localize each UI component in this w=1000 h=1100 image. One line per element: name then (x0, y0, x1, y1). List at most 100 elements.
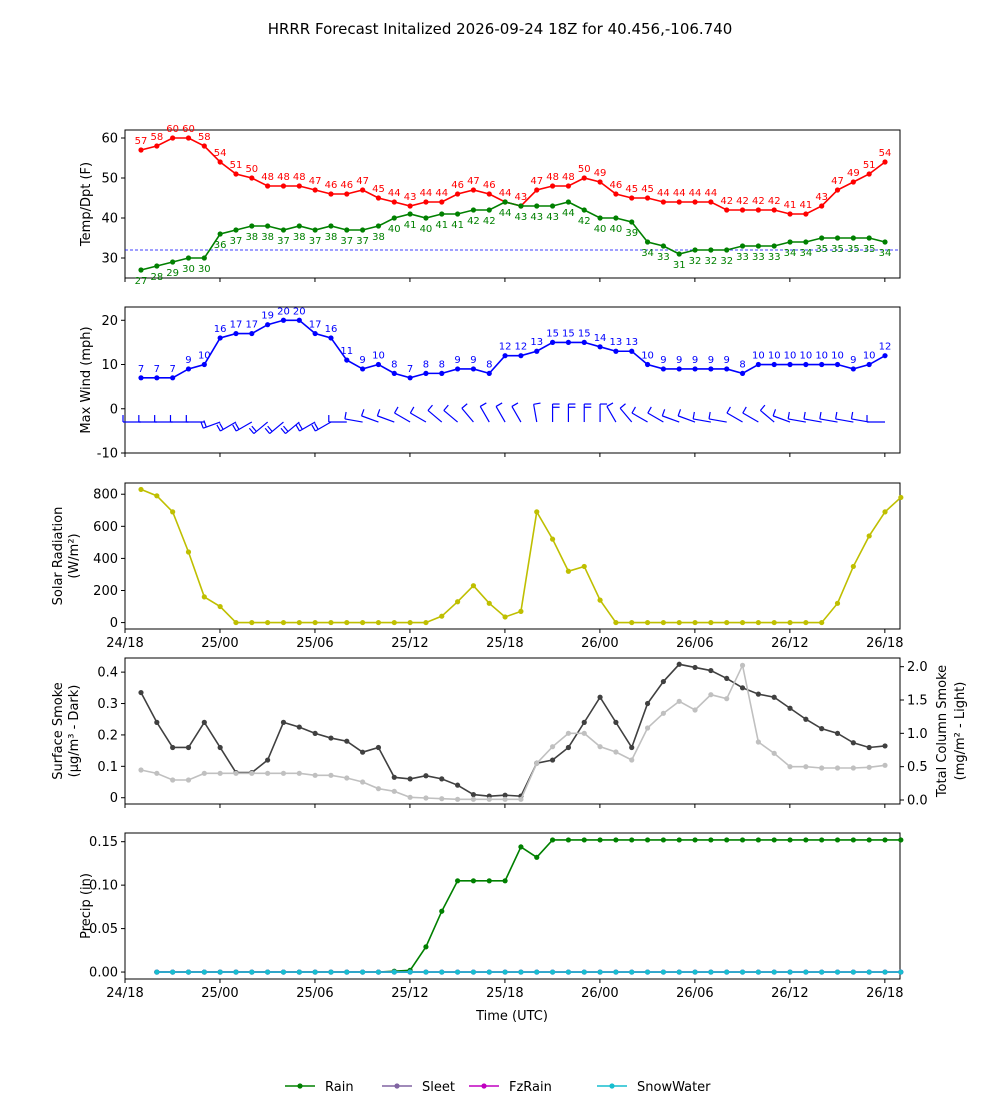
data-point (898, 969, 904, 975)
data-label: 10 (198, 351, 211, 362)
wind-barb (835, 411, 854, 423)
data-point (834, 969, 841, 975)
data-point (644, 969, 651, 975)
data-label: 49 (594, 168, 607, 179)
barb-feather (661, 409, 666, 417)
data-point (565, 199, 572, 205)
data-point (834, 600, 841, 606)
data-point (708, 199, 714, 205)
data-point (850, 740, 856, 746)
barb-shaft (619, 407, 633, 423)
series-snowwater (154, 969, 904, 975)
data-point (375, 361, 382, 368)
series-line (140, 663, 886, 797)
data-point (233, 770, 239, 776)
data-point (312, 772, 318, 778)
wind-barb (360, 409, 379, 423)
barb-shaft (819, 418, 838, 423)
data-point (280, 183, 287, 189)
data-label: 43 (515, 192, 528, 203)
data-point (502, 878, 508, 884)
barb-feather (216, 424, 221, 432)
wind-barb (647, 406, 664, 423)
wind-barb (583, 403, 592, 423)
data-point (312, 969, 318, 975)
data-label: 40 (610, 224, 623, 235)
data-label: 47 (356, 176, 369, 187)
data-label: 46 (325, 180, 338, 191)
data-point (581, 969, 587, 975)
data-label: 49 (847, 168, 860, 179)
y-tick-label: 200 (93, 584, 118, 599)
barb-shaft (708, 418, 727, 423)
data-point (581, 175, 587, 181)
data-label: 8 (391, 359, 397, 370)
data-label: 32 (720, 256, 733, 267)
data-point (866, 764, 872, 770)
y-tick-label: 0.15 (89, 835, 118, 850)
y-right-axis-label: Total Column Smoke (935, 665, 950, 798)
data-point (882, 969, 888, 975)
barb-feather (759, 404, 766, 411)
wind-barb (819, 411, 838, 423)
data-point (549, 339, 556, 345)
data-point (360, 619, 366, 626)
data-label: 43 (815, 192, 828, 203)
data-point (676, 366, 682, 372)
data-point (644, 239, 651, 245)
data-point (549, 203, 556, 209)
data-point (344, 191, 350, 197)
data-point (185, 969, 192, 975)
data-point (407, 203, 413, 209)
data-point (360, 779, 366, 785)
data-label: 51 (863, 160, 876, 171)
data-label: 47 (467, 176, 480, 187)
data-point (360, 969, 366, 975)
data-point (201, 770, 207, 776)
data-label: 12 (515, 342, 528, 353)
data-label: 34 (641, 248, 654, 259)
legend: Rain Sleet FzRain SnowWater (285, 1080, 711, 1095)
data-point (170, 259, 176, 265)
data-point (724, 619, 730, 626)
wind-barb (495, 402, 506, 423)
data-point (502, 796, 508, 802)
panel-solar: 0 200 400 600 800 24/18 25/00 25/06 25/12 25/18 26… (51, 482, 904, 651)
data-point (423, 773, 429, 779)
data-point (739, 243, 746, 249)
data-point (201, 361, 207, 368)
data-label: 43 (546, 212, 559, 223)
barb-shaft (315, 421, 332, 432)
data-point (249, 175, 255, 181)
data-point (201, 594, 207, 600)
data-point (470, 969, 477, 975)
data-point (455, 782, 461, 788)
barb-feather (495, 402, 503, 407)
data-point (280, 969, 287, 975)
data-label: 31 (673, 260, 686, 271)
data-point (328, 772, 334, 778)
barb-feather (203, 420, 207, 428)
legend-marker (609, 1083, 615, 1089)
wind-barb (599, 403, 608, 423)
data-point (423, 944, 429, 950)
barb-feather (280, 427, 286, 434)
barb-shaft (511, 406, 522, 423)
data-point (185, 135, 192, 141)
data-point (660, 969, 666, 975)
data-point (518, 796, 524, 802)
data-point (613, 215, 619, 221)
x-tick-label: 25/12 (391, 986, 428, 1001)
data-point (676, 251, 682, 257)
data-point (233, 330, 239, 337)
data-point (375, 195, 382, 201)
data-label: 7 (169, 364, 175, 375)
wind-barb (280, 421, 300, 435)
data-point (597, 597, 603, 603)
barb-feather (708, 411, 711, 420)
data-point (455, 878, 461, 884)
data-label: 42 (768, 196, 781, 207)
data-point (755, 619, 761, 626)
data-point (771, 969, 777, 975)
data-label: 45 (625, 184, 638, 195)
